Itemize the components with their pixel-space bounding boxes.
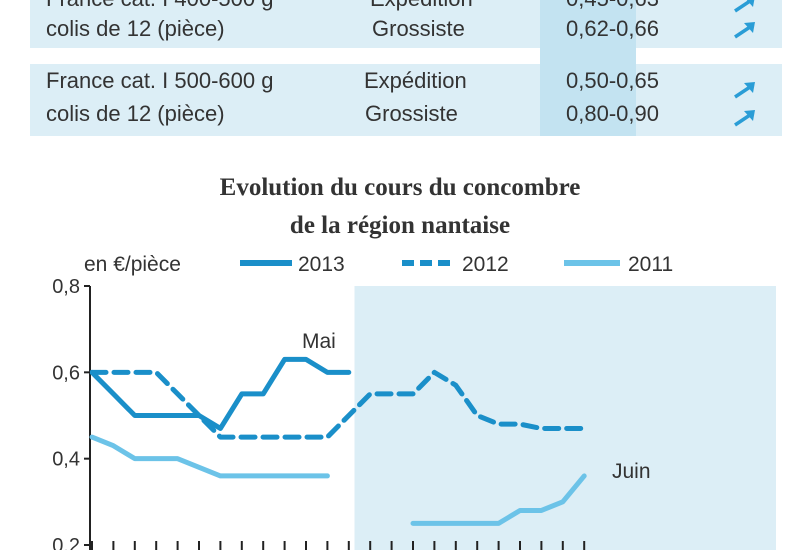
- table-row-bg-1: [30, 0, 782, 48]
- series-line-2013: [89, 356, 352, 431]
- up-arrow-icon: [734, 82, 755, 99]
- up-arrow-icon: [734, 0, 755, 13]
- table-row-bg-2: [30, 64, 782, 136]
- legend-label-2011: 2011: [628, 253, 673, 276]
- price-value: 0,80-0,90: [566, 101, 659, 126]
- price-table: France cat. I 400-500 g colis de 12 (piè…: [30, 0, 782, 136]
- series-2012: [89, 369, 587, 440]
- legend-label-2012: 2012: [462, 253, 509, 276]
- annotation-juin: Juin: [612, 460, 651, 483]
- stage-label: Grossiste: [365, 101, 458, 126]
- line-chart: en €/pièce 2013 2012 2011 0,2 0,4 0,6 0,8 M…: [52, 253, 776, 550]
- june-panel: [354, 286, 776, 550]
- product-label: France cat. I 400-500 g: [46, 0, 273, 16]
- chart-title-line2: de la région nantaise: [289, 212, 511, 239]
- price-chart: Evolution du cours du concombre de la ré…: [0, 160, 800, 550]
- y-ticks: 0,2 0,4 0,6 0,8: [52, 276, 90, 550]
- price-value: 0,62-0,66: [566, 16, 659, 41]
- stage-label: Grossiste: [372, 16, 465, 41]
- stage-label: Expédition: [370, 0, 473, 16]
- y-tick-label: 0,8: [52, 276, 80, 298]
- legend-label-2013: 2013: [298, 253, 345, 276]
- x-ticks: [91, 541, 586, 550]
- price-value: 0,45-0,63: [566, 0, 659, 16]
- chart-title-line1: Evolution du cours du concombre: [219, 174, 581, 201]
- y-tick-label: 0,2: [52, 535, 80, 550]
- product-label: colis de 12 (pièce): [46, 16, 225, 41]
- y-tick-label: 0,6: [52, 362, 80, 384]
- stage-label: Expédition: [364, 68, 467, 93]
- series-2011: [89, 434, 587, 526]
- price-value: 0,50-0,65: [566, 68, 659, 93]
- y-tick-label: 0,4: [52, 449, 80, 471]
- series-line-2012: [89, 369, 587, 440]
- price-column-shade: [540, 0, 636, 136]
- product-label: colis de 12 (pièce): [46, 101, 225, 126]
- product-label: France cat. I 500-600 g: [46, 68, 274, 93]
- series-2013: [89, 356, 352, 431]
- y-axis-unit-label: en €/pièce: [84, 253, 181, 276]
- annotation-mai: Mai: [302, 330, 336, 353]
- up-arrow-icon: [734, 110, 755, 127]
- up-arrow-icon: [734, 22, 755, 39]
- series-line-2011: [89, 434, 330, 479]
- series-layer: [89, 356, 587, 526]
